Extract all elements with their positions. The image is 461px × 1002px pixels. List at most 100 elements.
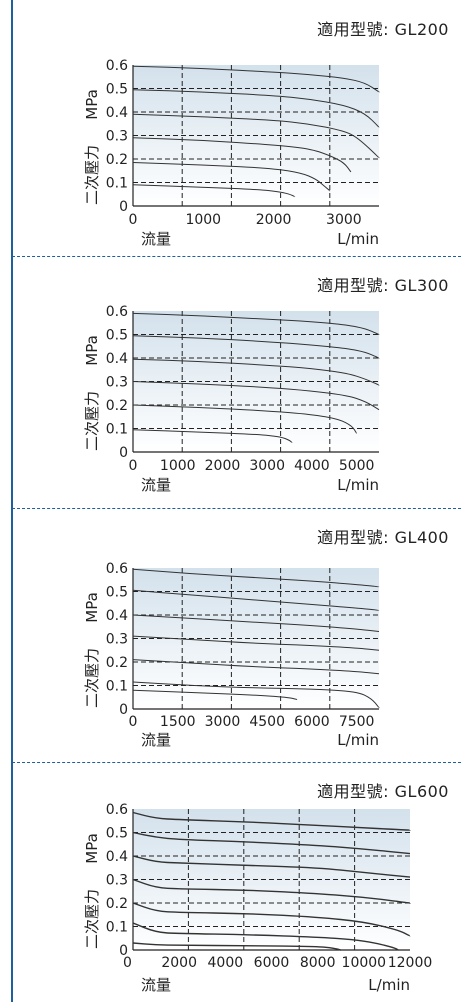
x-axis-unit: L/min — [337, 731, 379, 749]
pressure-curve-0 — [132, 312, 380, 336]
x-tick-label: 4500 — [249, 714, 285, 730]
grid — [133, 809, 410, 950]
pressure-curve-5 — [132, 681, 380, 709]
pressure-curve-3 — [132, 137, 352, 173]
pressure-curve-0 — [132, 65, 380, 93]
y-tick-label: 0.6 — [106, 58, 128, 74]
x-tick-label: 2000 — [205, 458, 241, 474]
pressure-curve-1 — [132, 831, 411, 855]
pressure-curve-2 — [132, 113, 380, 159]
y-axis-label: 二次壓力 — [83, 145, 101, 205]
pressure-curve-5 — [132, 429, 293, 444]
pressure-curve-2 — [132, 358, 380, 386]
grid — [133, 311, 379, 452]
grid — [133, 568, 379, 709]
x-tick-label: 0 — [129, 714, 138, 730]
pressure-curve-4 — [132, 404, 358, 434]
x-axis-unit: L/min — [337, 230, 379, 248]
x-tick-label: 0 — [129, 212, 138, 228]
x-tick-label: 1500 — [160, 714, 196, 730]
pressure-curve-4 — [132, 162, 331, 192]
frame-left-border — [11, 0, 13, 1002]
panel-separator — [12, 508, 461, 509]
y-tick-label: 0.2 — [106, 152, 128, 168]
y-axis-unit: MPa — [83, 833, 101, 864]
x-axis-unit: L/min — [337, 476, 379, 494]
x-tick-label: 4000 — [294, 458, 330, 474]
pressure-curve-4 — [132, 902, 411, 937]
pressure-curve-6 — [132, 689, 298, 701]
pressure-curve-3 — [132, 635, 380, 651]
y-tick-label: 0.5 — [106, 826, 128, 842]
pressure-curve-1 — [132, 589, 380, 611]
y-axis-unit: MPa — [83, 89, 101, 120]
y-tick-label: 0.1 — [106, 422, 128, 438]
y-tick-label: 0.2 — [106, 655, 128, 671]
y-tick-label: 0.6 — [106, 802, 128, 818]
x-tick-label: 8000 — [300, 955, 336, 971]
x-tick-label: 12000 — [388, 955, 433, 971]
y-tick-label: 0.2 — [106, 896, 128, 912]
x-tick-label: 4000 — [208, 955, 244, 971]
y-tick-label: 0 — [119, 199, 128, 215]
y-tick-label: 0.2 — [106, 398, 128, 414]
pressure-curve-0 — [132, 568, 380, 588]
y-axis-label: 二次壓力 — [83, 391, 101, 451]
x-tick-label: 3000 — [326, 212, 362, 228]
chart-title: 適用型號: GL600 — [317, 782, 449, 801]
grid — [133, 65, 379, 206]
chart-title: 適用型號: GL400 — [317, 528, 449, 547]
y-tick-label: 0.4 — [106, 608, 128, 624]
y-tick-label: 0.1 — [106, 920, 128, 936]
x-tick-label: 6000 — [294, 714, 330, 730]
y-tick-label: 0.3 — [106, 129, 128, 145]
x-tick-label: 5000 — [339, 458, 375, 474]
panel-separator — [12, 762, 461, 763]
x-axis-label: 流量 — [141, 731, 171, 749]
x-tick-label: 7500 — [339, 714, 375, 730]
pressure-curve-5 — [132, 922, 399, 951]
y-tick-label: 0.6 — [106, 304, 128, 320]
x-tick-label: 3000 — [205, 714, 241, 730]
y-tick-label: 0.6 — [106, 561, 128, 577]
x-axis-label: 流量 — [141, 976, 171, 994]
y-axis-unit: MPa — [83, 592, 101, 623]
pressure-curve-0 — [132, 811, 411, 831]
x-tick-label: 6000 — [254, 955, 290, 971]
y-tick-label: 0 — [119, 702, 128, 718]
x-tick-label: 1000 — [185, 212, 221, 228]
pressure-curve-1 — [132, 89, 380, 128]
x-tick-label: 0 — [129, 458, 138, 474]
chart-title: 適用型號: GL200 — [317, 20, 449, 39]
x-axis-label: 流量 — [141, 476, 171, 494]
y-tick-label: 0.5 — [106, 328, 128, 344]
pressure-curve-1 — [132, 335, 380, 359]
x-tick-label: 1000 — [160, 458, 196, 474]
pressure-curve-2 — [132, 855, 411, 878]
x-axis-label: 流量 — [141, 230, 171, 248]
y-tick-label: 0.4 — [106, 351, 128, 367]
y-axis-label: 二次壓力 — [83, 648, 101, 708]
y-tick-label: 0.3 — [106, 873, 128, 889]
x-tick-label: 0 — [123, 955, 132, 971]
y-tick-label: 0.3 — [106, 375, 128, 391]
y-tick-label: 0.5 — [106, 585, 128, 601]
y-tick-label: 0.4 — [106, 849, 128, 865]
y-tick-label: 0 — [119, 445, 128, 461]
y-tick-label: 0.3 — [106, 632, 128, 648]
y-tick-label: 0.5 — [106, 82, 128, 98]
x-tick-label: 2000 — [161, 955, 197, 971]
pressure-curve-3 — [132, 381, 380, 411]
x-tick-label: 2000 — [256, 212, 292, 228]
pressure-curve-3 — [132, 878, 411, 904]
x-tick-label: 10000 — [342, 955, 387, 971]
y-tick-label: 0.1 — [106, 176, 128, 192]
y-axis-label: 二次壓力 — [83, 889, 101, 949]
y-axis-unit: MPa — [83, 335, 101, 366]
y-tick-label: 0 — [119, 943, 128, 959]
pressure-curve-2 — [132, 614, 380, 632]
pressure-curve-4 — [132, 659, 380, 675]
